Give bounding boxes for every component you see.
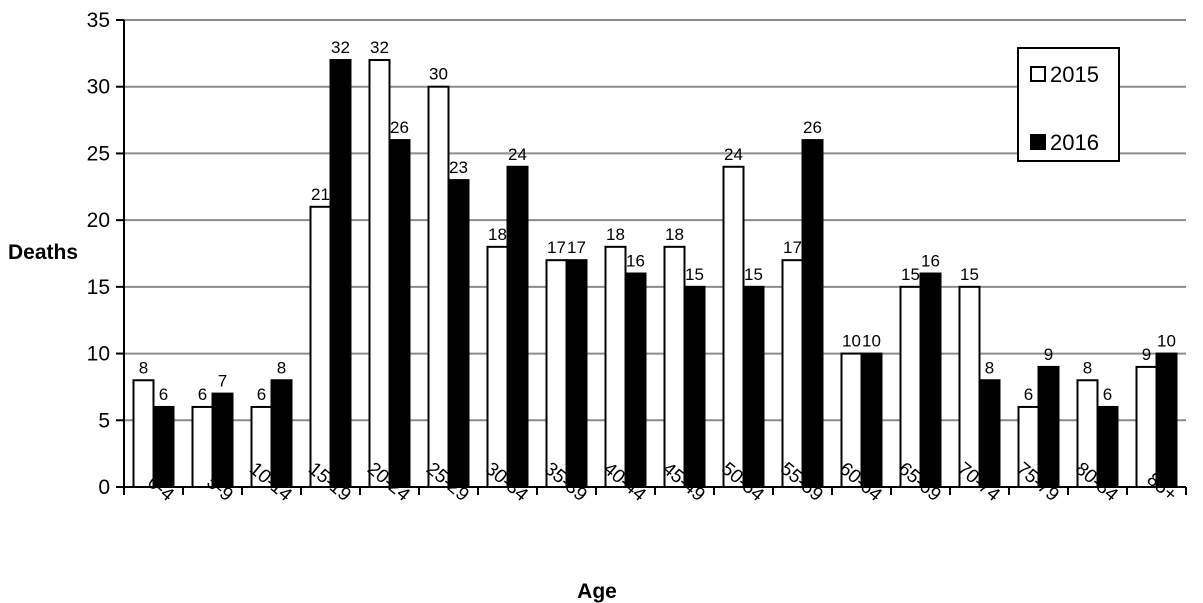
data-label-2016-45-49: 15: [685, 265, 704, 284]
y-axis: 0 5 10 15 20 25 30 35: [87, 9, 125, 499]
data-label-2016-30-34: 24: [508, 145, 527, 164]
legend: 2015 2016: [1017, 47, 1120, 162]
data-label-2015-50-54: 24: [724, 145, 743, 164]
bar-2016-35-39: [565, 259, 588, 488]
bar-2016-65-69: [919, 272, 942, 488]
data-label-2015-65-69: 15: [901, 265, 920, 284]
bar-2015-35-39: [545, 259, 568, 488]
data-label-2016-60-64: 10: [862, 332, 881, 351]
bar-2015-30-34: [486, 245, 509, 488]
data-label-2015-60-64: 10: [842, 332, 861, 351]
data-label-2016-75-79: 9: [1044, 345, 1053, 364]
bars: [132, 59, 1178, 489]
data-label-2016-20-24: 26: [390, 118, 409, 137]
data-label-2016-0-4: 6: [159, 385, 168, 404]
x-axis-title: Age: [577, 580, 617, 603]
bar-2015-55-59: [781, 259, 804, 488]
legend-swatch-2016: [1030, 134, 1046, 150]
bar-2015-50-54: [722, 165, 745, 488]
data-label-2015-85+: 9: [1142, 345, 1151, 364]
bar-2015-15-19: [309, 205, 332, 489]
data-label-2015-25-29: 30: [429, 65, 448, 84]
legend-swatch-2015: [1030, 66, 1046, 82]
data-label-2015-70-74: 15: [960, 265, 979, 284]
bar-2015-65-69: [899, 285, 922, 488]
y-tick-label: 30: [87, 76, 110, 99]
bar-2016-30-34: [506, 165, 529, 488]
bar-2016-85+: [1155, 352, 1178, 489]
data-label-2016-65-69: 16: [921, 252, 940, 271]
data-label-2015-35-39: 17: [547, 238, 566, 257]
bar-2015-40-44: [604, 245, 627, 488]
y-tick-label: 0: [98, 476, 110, 499]
bar-2016-15-19: [329, 59, 352, 489]
data-label-2015-45-49: 18: [665, 225, 684, 244]
y-tick-label: 35: [87, 9, 110, 32]
legend-label-2016: 2016: [1050, 130, 1099, 155]
bar-2016-60-64: [860, 352, 883, 489]
bar-2016-55-59: [801, 139, 824, 488]
data-label-2015-20-24: 32: [370, 38, 389, 57]
data-label-2015-80-84: 8: [1083, 358, 1092, 377]
bar-2015-5-9: [191, 405, 214, 489]
bar-2015-20-24: [368, 59, 391, 489]
data-label-2016-5-9: 7: [218, 372, 227, 391]
data-label-2016-25-29: 23: [449, 158, 468, 177]
y-tick-label: 5: [98, 409, 110, 432]
data-label-2015-55-59: 17: [783, 238, 802, 257]
data-label-2016-35-39: 17: [567, 238, 586, 257]
bar-2015-70-74: [958, 285, 981, 488]
bar-2016-20-24: [388, 139, 411, 488]
data-label-2016-50-54: 15: [744, 265, 763, 284]
bar-2016-25-29: [447, 179, 470, 488]
data-label-2015-10-14: 6: [257, 385, 266, 404]
data-label-2016-85+: 10: [1157, 332, 1176, 351]
data-label-2016-15-19: 32: [331, 38, 350, 57]
data-label-2016-55-59: 26: [803, 118, 822, 137]
bar-2016-50-54: [742, 285, 765, 488]
bar-2015-25-29: [427, 85, 450, 488]
data-label-2016-10-14: 8: [277, 358, 286, 377]
y-tick-label: 15: [87, 276, 110, 299]
y-tick-label: 25: [87, 142, 110, 165]
data-label-2015-40-44: 18: [606, 225, 625, 244]
data-label-2015-75-79: 6: [1024, 385, 1033, 404]
legend-label-2015: 2015: [1050, 62, 1099, 87]
gridlines: [124, 19, 1186, 422]
data-label-2015-30-34: 18: [488, 225, 507, 244]
bar-2015-45-49: [663, 245, 686, 488]
data-label-2015-0-4: 8: [139, 358, 148, 377]
data-label-2016-70-74: 8: [985, 358, 994, 377]
bar-2015-85+: [1135, 365, 1158, 488]
y-tick-label: 20: [87, 209, 110, 232]
bar-2015-0-4: [132, 379, 155, 488]
data-label-2016-40-44: 16: [626, 252, 645, 271]
bar-2016-75-79: [1037, 365, 1060, 488]
bar-2016-45-49: [683, 285, 706, 488]
data-label-2016-80-84: 6: [1103, 385, 1112, 404]
y-tick-label: 10: [87, 343, 110, 366]
data-label-2015-5-9: 6: [198, 385, 207, 404]
data-label-2015-15-19: 21: [311, 185, 330, 204]
bar-2016-40-44: [624, 272, 647, 488]
y-axis-title: Deaths: [8, 241, 78, 264]
